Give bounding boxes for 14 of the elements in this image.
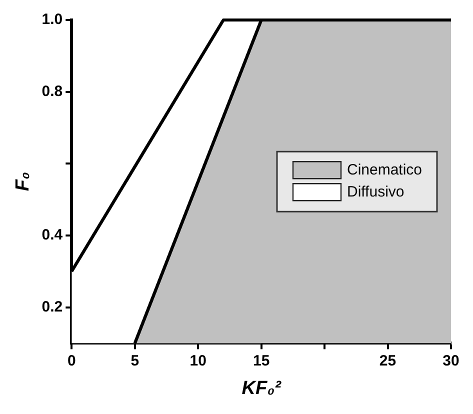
- x-tick-label: 15: [252, 352, 270, 370]
- y-tick-label: 0.4: [42, 226, 64, 244]
- x-tick-label: 25: [379, 352, 396, 370]
- y-axis-title: F₀: [12, 172, 34, 192]
- legend-label: Diffusivo: [347, 184, 404, 201]
- y-tick-label: 0.8: [42, 82, 63, 100]
- x-tick-label: 10: [190, 352, 206, 370]
- x-tick-label: 0: [67, 352, 76, 370]
- x-tick-label: 30: [442, 352, 460, 370]
- x-axis-title: KF₀²: [242, 378, 282, 399]
- y-tick-label: 0.2: [42, 298, 63, 316]
- legend-label: Cinematico: [347, 162, 422, 179]
- x-tick-label: 5: [130, 352, 140, 370]
- y-tick-label: 1.0: [42, 11, 63, 28]
